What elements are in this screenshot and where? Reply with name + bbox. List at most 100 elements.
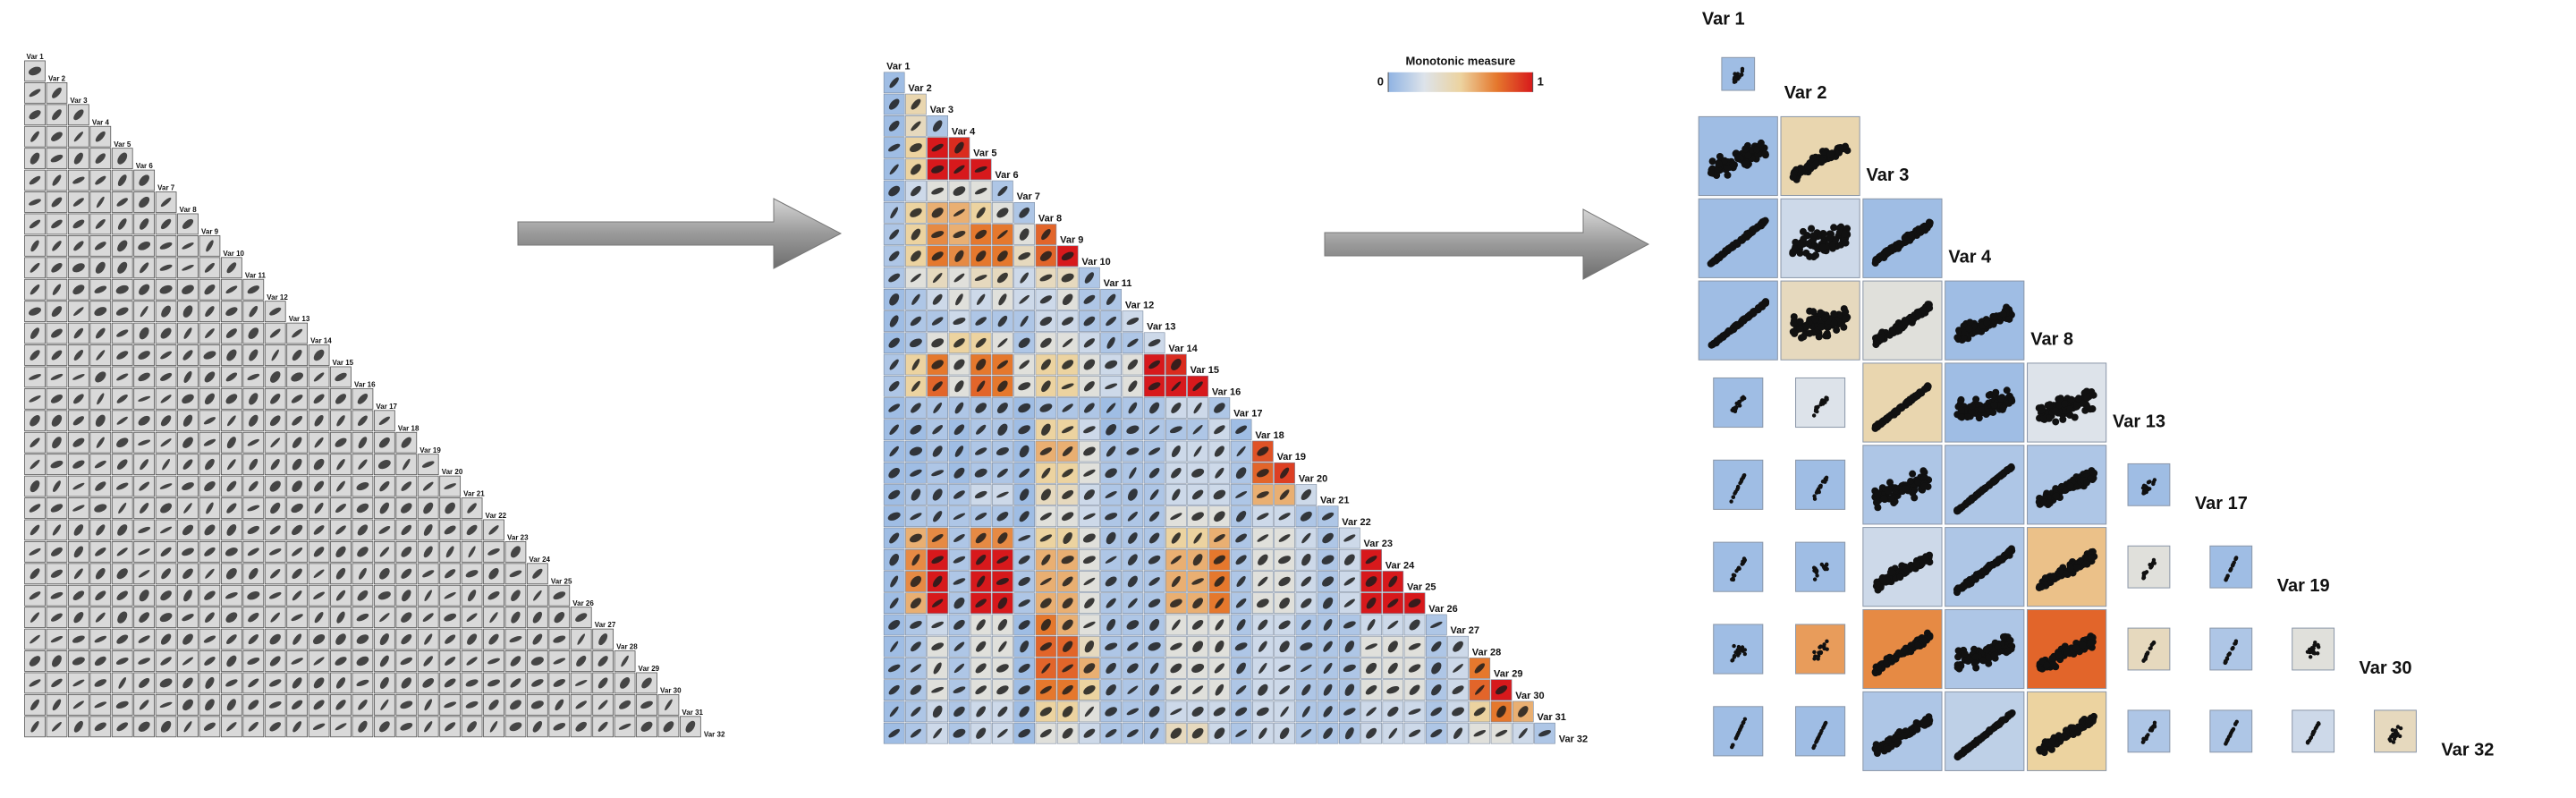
scatter-cloud bbox=[73, 524, 84, 536]
scatter-cloud bbox=[357, 393, 369, 404]
scatter-cloud bbox=[50, 569, 64, 578]
scatter-cloud bbox=[225, 328, 237, 338]
scatter-cloud bbox=[663, 721, 674, 733]
variable-label: Var 23 bbox=[1364, 539, 1393, 549]
scatter-cloud bbox=[206, 240, 214, 252]
scatter-cloud bbox=[1172, 619, 1181, 631]
scatter-point bbox=[1999, 633, 2007, 641]
scatter-cloud bbox=[467, 590, 477, 602]
scatter-point bbox=[1820, 402, 1826, 406]
scatter-cloud bbox=[444, 613, 457, 622]
scatter-cloud bbox=[890, 207, 899, 219]
scatter-point bbox=[1873, 581, 1881, 589]
scatter-cloud bbox=[95, 261, 106, 274]
scatter-cloud bbox=[424, 590, 432, 602]
scatter-cloud bbox=[1170, 598, 1182, 607]
scatter-cloud bbox=[1280, 467, 1290, 479]
variable-label: Var 18 bbox=[1255, 430, 1284, 441]
scatter-cloud bbox=[116, 482, 129, 490]
scatter-cloud bbox=[159, 483, 173, 489]
scatter-cloud bbox=[182, 657, 194, 666]
scatter-cloud bbox=[30, 284, 40, 295]
scatter-point bbox=[2305, 740, 2310, 745]
scatter-cloud bbox=[249, 458, 258, 471]
scatter-cloud bbox=[1235, 467, 1247, 480]
scatter-cloud bbox=[182, 524, 194, 536]
scatter-point bbox=[1875, 663, 1883, 671]
scatter-cloud bbox=[225, 568, 237, 580]
scatter-cloud bbox=[1083, 469, 1096, 477]
scatter-cloud bbox=[140, 459, 149, 471]
scatter-cloud bbox=[115, 307, 129, 316]
scatter-cloud bbox=[225, 285, 238, 294]
scatter-point bbox=[1874, 489, 1882, 497]
scatter-cloud bbox=[249, 414, 258, 427]
scatter-cloud bbox=[422, 481, 434, 491]
scatter-cloud bbox=[1430, 621, 1443, 628]
scatter-point bbox=[1816, 488, 1820, 494]
scatter-cloud bbox=[1061, 426, 1074, 434]
scatter-cloud bbox=[1235, 598, 1247, 608]
scatter-cloud bbox=[1191, 578, 1204, 585]
scatter-cloud bbox=[423, 546, 433, 558]
scatter-cloud bbox=[685, 720, 696, 733]
scatter-cloud bbox=[487, 679, 500, 687]
variable-label: Var 30 bbox=[2360, 658, 2412, 678]
scatter-point bbox=[1977, 488, 1985, 496]
scatter-point bbox=[2063, 649, 2072, 657]
colorbar-tick-label: 1 bbox=[1538, 74, 1544, 88]
scatter-cloud bbox=[1126, 620, 1140, 630]
scatter-cloud bbox=[468, 546, 476, 558]
scatter-point bbox=[2224, 656, 2230, 660]
scatter-point bbox=[1826, 234, 1834, 242]
scatter-cloud bbox=[888, 467, 901, 479]
scatter-cloud bbox=[1214, 446, 1224, 457]
scatter-cloud bbox=[204, 262, 215, 273]
scatter-cloud bbox=[953, 556, 966, 564]
scatter-cloud bbox=[1128, 402, 1138, 414]
scatter-cloud bbox=[73, 394, 84, 404]
scatter-cloud bbox=[268, 701, 282, 709]
scatter-cloud bbox=[138, 548, 150, 556]
scatter-cloud bbox=[1040, 598, 1052, 608]
scatter-cloud bbox=[1041, 467, 1051, 479]
scatter-cloud bbox=[116, 722, 129, 732]
variable-label: Var 9 bbox=[1060, 235, 1083, 246]
scatter-cloud bbox=[1062, 293, 1073, 306]
scatter-point bbox=[1826, 150, 1835, 158]
scatter-cloud bbox=[52, 480, 61, 492]
scatter-cloud bbox=[29, 307, 41, 316]
scatter-point bbox=[2088, 554, 2096, 562]
scatter-cloud bbox=[597, 656, 608, 666]
scatter-cloud bbox=[52, 524, 62, 536]
scatter-cloud bbox=[931, 556, 944, 565]
scatter-cloud bbox=[488, 699, 499, 710]
scatter-point bbox=[1758, 301, 1767, 309]
scatter-point bbox=[1812, 657, 1817, 661]
scatter-cloud bbox=[30, 524, 40, 536]
scatter-point bbox=[2315, 723, 2320, 727]
scatter-cloud bbox=[488, 567, 499, 580]
scatter-cloud bbox=[1082, 556, 1096, 565]
scatter-point bbox=[1913, 391, 1921, 399]
scatter-cloud bbox=[640, 700, 653, 709]
scatter-cloud bbox=[1257, 598, 1269, 608]
scatter-cloud bbox=[248, 480, 258, 492]
scatter-cloud bbox=[225, 372, 238, 382]
scatter-cloud bbox=[139, 700, 149, 710]
scatter-cloud bbox=[975, 447, 987, 455]
scatter-cloud bbox=[1127, 359, 1139, 370]
scatter-cloud bbox=[953, 513, 966, 520]
scatter-point bbox=[1753, 224, 1761, 232]
scatter-cloud bbox=[976, 293, 986, 305]
scatter-cloud bbox=[1084, 598, 1095, 609]
scatter-cloud bbox=[95, 327, 106, 339]
scatter-cloud bbox=[996, 511, 1009, 522]
scatter-point bbox=[1818, 157, 1826, 165]
scatter-cloud bbox=[911, 488, 921, 501]
scatter-cloud bbox=[249, 349, 258, 361]
scatter-cloud bbox=[247, 548, 259, 556]
scatter-cloud bbox=[1192, 598, 1204, 609]
scatter-cloud bbox=[52, 241, 62, 251]
